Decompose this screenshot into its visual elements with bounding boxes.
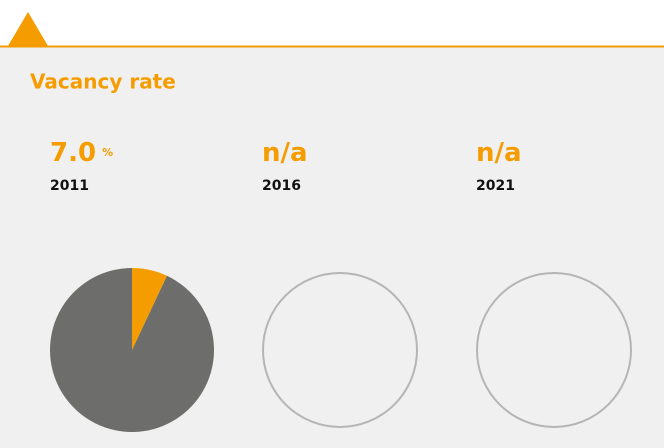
value-label: 7.0: [50, 138, 96, 168]
header-triangle: [8, 12, 48, 46]
panel-value: n/a: [476, 138, 522, 168]
panel-value: 7.0%: [50, 138, 113, 168]
value-label: n/a: [262, 138, 308, 168]
value-unit: %: [102, 146, 113, 159]
panel-year: 2021: [476, 178, 515, 194]
empty-pie: [262, 272, 418, 428]
title: Vacancy rate: [30, 70, 176, 94]
panel-year: 2016: [262, 178, 301, 194]
pie-slice: [132, 268, 167, 350]
header-band: [0, 0, 664, 46]
pie-rest: [50, 268, 215, 432]
panel-value: n/a: [262, 138, 308, 168]
empty-pie: [476, 272, 632, 428]
value-label: n/a: [476, 138, 522, 168]
panel-year: 2011: [50, 178, 89, 194]
